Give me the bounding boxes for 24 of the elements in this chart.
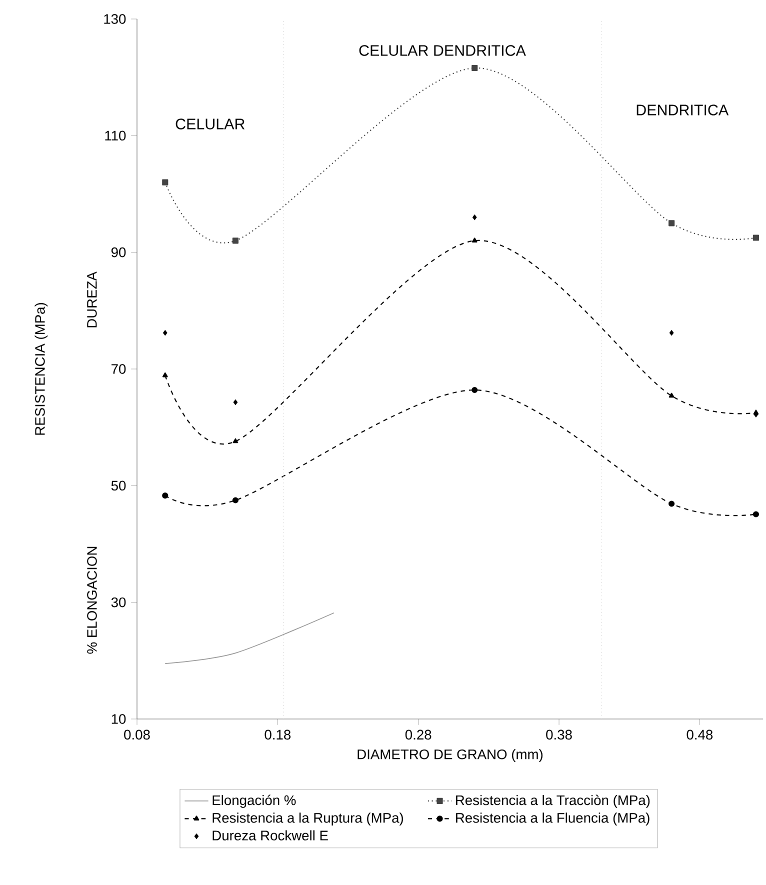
y-tick-label: 10 xyxy=(112,714,126,724)
x-tick-label: 0.28 xyxy=(405,730,432,740)
y-tick-label: 50 xyxy=(111,480,126,491)
text: DUREZA xyxy=(87,272,97,328)
legend-label: Resistencia a la Fluencia (MPa) xyxy=(456,812,650,826)
y-tick-label: 30 xyxy=(111,597,126,608)
text: % ELONGACION xyxy=(87,546,97,654)
y-tick-label: 90 xyxy=(111,247,126,258)
legend-label: Resistencia a la Tracciòn (MPa) xyxy=(456,794,650,808)
legend-label: Elongación % xyxy=(212,794,296,808)
y-tick-label: 130 xyxy=(104,14,126,24)
x-tick-label: 0.48 xyxy=(686,730,713,740)
legend-label: Dureza Rockwell E xyxy=(212,830,328,840)
x-tick-label: 0.18 xyxy=(264,730,291,740)
annotation: CELULAR xyxy=(176,118,245,130)
x-tick-label: 0.38 xyxy=(546,730,572,740)
legend-label: Resistencia a la Ruptura (MPa) xyxy=(212,812,404,826)
annotation: DENDRITICA xyxy=(636,104,729,116)
y-tick-label: 110 xyxy=(105,130,126,141)
x-tick-label: 0.08 xyxy=(124,730,150,740)
x-axis-title: DIAMETRO DE GRANO (mm) xyxy=(358,749,543,762)
annotation: CELULAR DENDRITICA xyxy=(359,45,526,56)
y-axis-title: RESISTENCIA (MPa) xyxy=(34,302,48,435)
y-tick-label: 70 xyxy=(112,364,126,374)
